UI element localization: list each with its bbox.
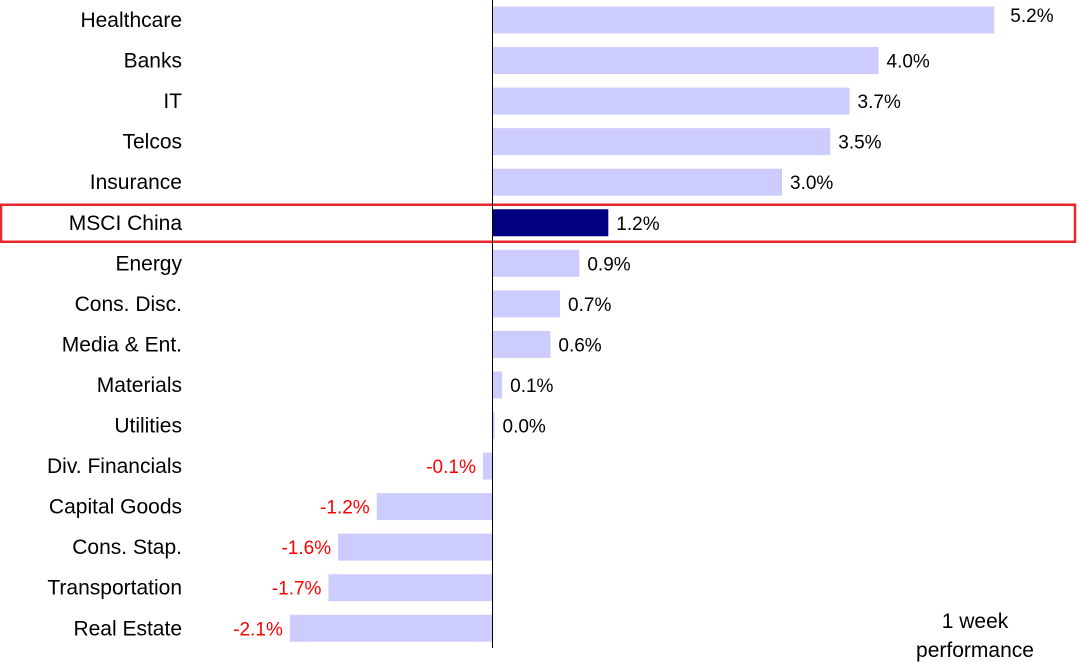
bar-banks [492,47,879,75]
bar-healthcare [492,6,995,34]
value-label-transportation: -1.7% [272,579,322,600]
bar-media-and-ent [492,330,551,358]
value-label-healthcare: 5.2% [1010,6,1053,27]
category-label-insurance: Insurance [90,171,182,194]
category-label-cons-disc: Cons. Disc. [75,293,182,316]
bar-real-estate [289,614,493,642]
bar-div-financials [482,452,493,480]
chart-note-line-2: performance [916,639,1034,662]
bar-utilities [492,412,495,439]
category-label-energy: Energy [115,252,182,275]
bar-it [492,87,850,115]
value-label-cons-stap: -1.6% [281,538,331,559]
category-label-capital-goods: Capital Goods [49,496,182,519]
value-label-media-and-ent: 0.6% [558,335,601,356]
category-label-healthcare: Healthcare [80,9,182,32]
value-label-energy: 0.9% [587,254,630,275]
bar-cons-stap [338,533,493,561]
category-label-telcos: Telcos [122,131,182,154]
category-label-cons-stap: Cons. Stap. [72,536,182,559]
value-label-real-estate: -2.1% [233,619,283,640]
bar-cons-disc [492,290,561,318]
bar-transportation [328,574,493,602]
category-label-it: IT [163,90,182,113]
bar-insurance [492,168,782,196]
value-label-utilities: 0.0% [503,417,546,438]
category-label-transportation: Transportation [47,577,182,600]
chart-note-line-1: 1 week [942,610,1009,633]
value-label-telcos: 3.5% [838,133,881,154]
bar-telcos [492,128,831,156]
bar-materials [492,371,503,399]
value-label-capital-goods: -1.2% [320,498,370,519]
category-label-utilities: Utilities [114,415,182,438]
value-label-banks: 4.0% [887,52,930,73]
bar-capital-goods [376,493,493,521]
value-label-it: 3.7% [858,92,901,113]
category-label-media-and-ent: Media & Ent. [62,333,182,356]
value-label-materials: 0.1% [510,376,553,397]
value-label-cons-disc: 0.7% [568,295,611,316]
category-label-msci-china: MSCI China [69,212,183,235]
bar-energy [492,249,580,277]
value-label-div-financials: -0.1% [426,457,476,478]
value-label-msci-china: 1.2% [616,214,659,235]
category-label-materials: Materials [97,374,182,397]
value-label-insurance: 3.0% [790,173,833,194]
category-label-real-estate: Real Estate [73,617,182,640]
bar-msci-china [492,209,609,237]
category-label-banks: Banks [124,50,182,73]
category-label-div-financials: Div. Financials [47,455,182,478]
highlight-box-msci-china [0,203,1077,243]
